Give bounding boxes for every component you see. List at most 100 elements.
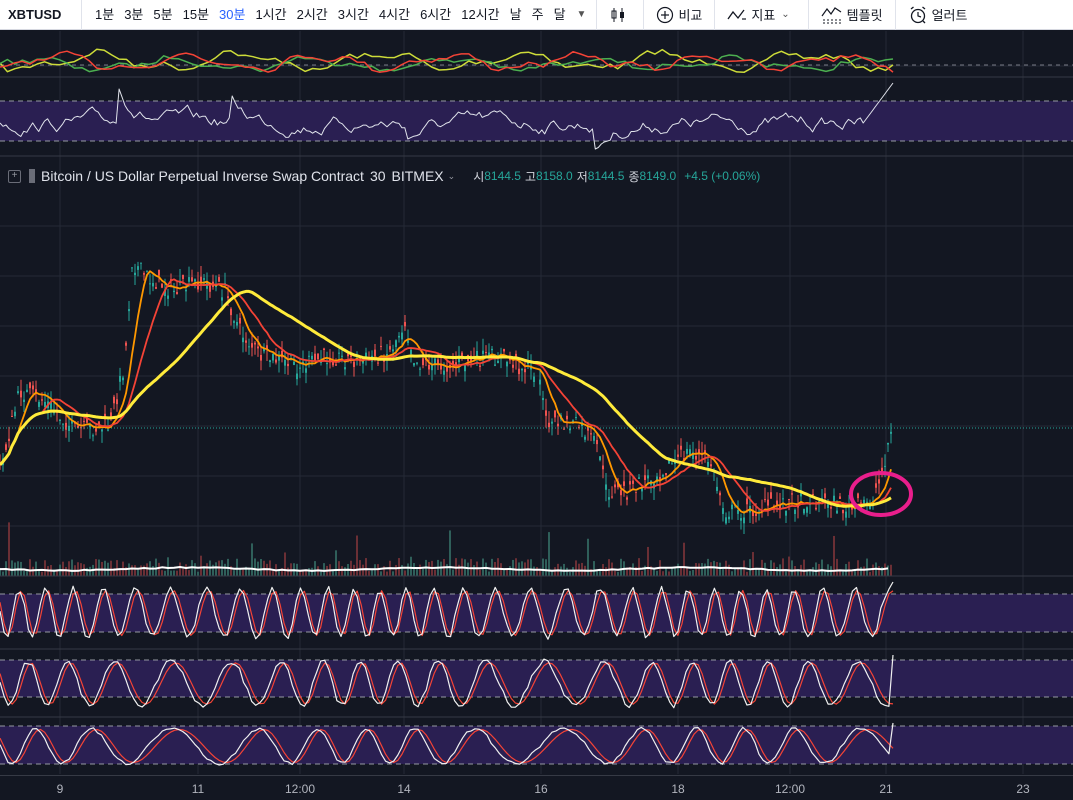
volume-bar: [719, 562, 721, 576]
candle-body: [251, 343, 253, 348]
chart-toolbar: XBTUSD 1분 3분 5분 15분 30분 1시간 2시간 3시간 4시간 6시간 12시간 날 주…: [0, 0, 1073, 30]
candle-body: [788, 499, 790, 501]
volume-bar: [359, 560, 361, 576]
candle-body: [365, 352, 367, 359]
candle-body: [269, 360, 271, 363]
candle-body: [791, 493, 793, 495]
volume-bar: [593, 561, 595, 576]
oscillator-pane-2[interactable]: [0, 82, 1073, 150]
chevron-down-icon[interactable]: ⌄: [447, 170, 456, 181]
volume-bar: [422, 568, 424, 576]
volume-bar: [71, 559, 73, 576]
interval-option[interactable]: 2시간: [296, 6, 328, 22]
toolbar-divider: [643, 0, 645, 30]
templates-button[interactable]: 템플릿: [813, 0, 891, 30]
interval-option[interactable]: 주: [531, 6, 544, 22]
volume-bar: [44, 560, 46, 576]
candle-body: [134, 272, 136, 276]
volume-bar: [446, 564, 448, 576]
volume-bar: [662, 571, 664, 576]
candle-body: [314, 353, 316, 361]
candle-body: [293, 361, 295, 365]
interval-option[interactable]: 1시간: [255, 6, 287, 22]
oscillator-pane-4[interactable]: [0, 654, 1073, 709]
chevron-down-icon[interactable]: ⌄: [781, 9, 790, 20]
volume-bar: [287, 567, 289, 576]
time-axis[interactable]: 9 11 12:00 14 16 18 12:00 21 23: [0, 775, 1073, 800]
price-pane[interactable]: [0, 261, 1073, 576]
interval-option[interactable]: 3분: [124, 6, 144, 22]
candle-body: [830, 507, 832, 509]
volume-bar: [155, 558, 157, 576]
templates-label: 템플릿: [846, 8, 883, 23]
candle-body: [878, 479, 880, 484]
high-label: 고: [524, 169, 536, 184]
volume-bar: [242, 569, 244, 576]
compare-button[interactable]: 비교: [648, 0, 710, 30]
volume-bar: [239, 568, 241, 576]
interval-option[interactable]: 달: [553, 6, 566, 22]
volume-bar: [596, 570, 598, 576]
chart-canvas[interactable]: [0, 31, 1073, 774]
volume-bar: [686, 567, 688, 576]
candle-body: [590, 433, 592, 435]
interval-option[interactable]: 30분: [219, 6, 246, 22]
oscillator-band: [0, 101, 1073, 141]
volume-bar: [182, 568, 184, 576]
volume-bar: [281, 568, 283, 576]
chart-style-button[interactable]: [601, 0, 639, 30]
candle-body: [551, 421, 553, 424]
volume-bar: [0, 567, 1, 576]
time-axis-label: 12:00: [284, 782, 316, 796]
candle-body: [623, 481, 625, 486]
interval-option[interactable]: 1분: [95, 6, 115, 22]
candle-body: [428, 364, 430, 370]
candle-body: [173, 290, 175, 293]
candle-body: [308, 355, 310, 357]
interval-option[interactable]: 6시간: [420, 6, 452, 22]
candle-body: [236, 322, 238, 326]
volume-bar: [116, 560, 118, 576]
volume-bar: [179, 562, 181, 576]
volume-bar: [2, 571, 4, 576]
collapse-legend-icon[interactable]: +: [8, 169, 21, 183]
indicators-button[interactable]: 지표 ⌄: [719, 0, 803, 30]
volume-bar: [383, 566, 385, 576]
oscillator-pane-1[interactable]: [0, 48, 1073, 73]
legend-exchange: BITMEX: [391, 168, 444, 184]
volume-bar: [695, 563, 697, 576]
volume-bar: [728, 564, 730, 576]
volume-bar: [734, 568, 736, 576]
time-axis-label: 23: [1016, 782, 1030, 796]
interval-dropdown-icon[interactable]: ▼: [576, 9, 587, 20]
candle-body: [65, 422, 67, 430]
interval-option[interactable]: 15분: [182, 6, 210, 22]
candle-body: [221, 297, 223, 301]
volume-bar: [176, 570, 178, 576]
volume-bar: [539, 569, 541, 576]
volume-bar: [335, 550, 337, 576]
oscillator-pane-5[interactable]: [0, 722, 1073, 766]
volume-bar: [713, 560, 715, 576]
alert-button[interactable]: 얼러트: [900, 0, 976, 30]
volume-bar: [251, 543, 253, 576]
interval-option[interactable]: 5분: [153, 6, 173, 22]
candle-body: [485, 352, 487, 354]
volume-bar: [545, 559, 547, 576]
candle-body: [677, 454, 679, 457]
symbol-search[interactable]: XBTUSD: [0, 0, 82, 30]
candle-body: [158, 269, 160, 276]
candle-body: [92, 435, 94, 437]
volume-bar: [143, 565, 145, 576]
oscillator-pane-3[interactable]: [0, 581, 1073, 640]
candle-body: [698, 449, 700, 454]
volume-bar: [380, 571, 382, 576]
candle-body: [338, 352, 340, 354]
volume-bar: [548, 532, 550, 576]
interval-option[interactable]: 4시간: [378, 6, 411, 22]
interval-option[interactable]: 12시간: [461, 6, 500, 22]
candle-body: [800, 492, 802, 497]
candle-body: [638, 477, 640, 479]
interval-option[interactable]: 3시간: [337, 6, 369, 22]
interval-option[interactable]: 날: [509, 6, 522, 22]
